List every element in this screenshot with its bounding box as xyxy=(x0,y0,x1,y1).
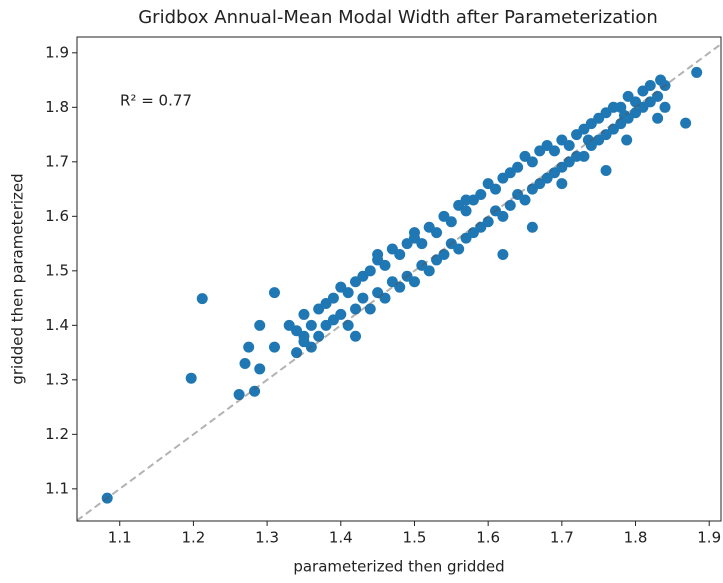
point xyxy=(652,90,664,102)
point xyxy=(526,156,538,168)
point xyxy=(556,178,568,190)
point xyxy=(652,112,664,124)
point xyxy=(453,243,465,255)
x-tick-label: 1.4 xyxy=(329,529,353,547)
point xyxy=(342,319,354,331)
chart-title: Gridbox Annual-Mean Modal Width after Pa… xyxy=(138,7,658,28)
point xyxy=(563,139,575,151)
x-tick-label: 1.6 xyxy=(476,529,500,547)
point xyxy=(680,117,692,129)
x-tick-label: 1.7 xyxy=(550,529,574,547)
y-tick-label: 1.1 xyxy=(45,479,69,497)
point xyxy=(504,199,516,211)
point xyxy=(254,319,266,331)
point xyxy=(548,145,560,157)
point xyxy=(394,248,406,260)
point xyxy=(659,80,671,92)
point xyxy=(482,216,494,228)
point xyxy=(460,205,472,217)
point xyxy=(327,292,339,304)
point xyxy=(431,227,443,239)
y-axis-label: gridded then parameterized xyxy=(9,173,27,384)
point xyxy=(243,341,255,353)
x-tick-label: 1.9 xyxy=(697,529,721,547)
x-tick-label: 1.5 xyxy=(403,529,427,547)
point xyxy=(350,330,362,342)
point xyxy=(497,210,509,222)
point xyxy=(239,357,251,369)
point xyxy=(379,292,391,304)
point xyxy=(313,330,325,342)
point xyxy=(526,221,538,233)
point xyxy=(394,281,406,293)
x-tick-label: 1.1 xyxy=(108,529,132,547)
point xyxy=(644,80,656,92)
x-axis-label: parameterized then gridded xyxy=(293,558,504,576)
point xyxy=(268,341,280,353)
x-tick-label: 1.8 xyxy=(624,529,648,547)
point xyxy=(578,150,590,162)
y-tick-label: 1.7 xyxy=(45,152,69,170)
point xyxy=(291,325,303,337)
point xyxy=(249,385,261,397)
point xyxy=(497,248,509,260)
point xyxy=(416,238,428,250)
point xyxy=(357,292,369,304)
point xyxy=(305,341,317,353)
point xyxy=(691,66,703,78)
plot-frame xyxy=(76,36,722,522)
point xyxy=(659,101,671,113)
point xyxy=(512,161,524,173)
point xyxy=(615,101,627,113)
point xyxy=(342,287,354,299)
y-tick-label: 1.5 xyxy=(45,261,69,279)
point xyxy=(291,347,303,359)
identity-line xyxy=(76,43,722,522)
point xyxy=(350,303,362,315)
point xyxy=(298,308,310,320)
point xyxy=(101,492,113,504)
y-tick-label: 1.4 xyxy=(45,316,69,334)
point xyxy=(335,308,347,320)
x-tick-label: 1.2 xyxy=(181,529,205,547)
point xyxy=(379,259,391,271)
point xyxy=(408,276,420,288)
point xyxy=(196,293,208,305)
point xyxy=(475,189,487,201)
point xyxy=(233,389,245,401)
point xyxy=(364,303,376,315)
point xyxy=(438,248,450,260)
point xyxy=(254,363,266,375)
point xyxy=(423,265,435,277)
point xyxy=(185,372,197,384)
point xyxy=(600,165,612,177)
y-tick-label: 1.2 xyxy=(45,425,69,443)
y-tick-label: 1.6 xyxy=(45,207,69,225)
point xyxy=(305,319,317,331)
y-tick-label: 1.8 xyxy=(45,98,69,116)
point xyxy=(364,265,376,277)
point xyxy=(268,287,280,299)
y-tick-label: 1.3 xyxy=(45,370,69,388)
point xyxy=(490,183,502,195)
point xyxy=(621,134,633,146)
x-tick-label: 1.3 xyxy=(255,529,279,547)
annotation: R² = 0.77 xyxy=(120,92,192,110)
y-tick-label: 1.9 xyxy=(45,43,69,61)
point xyxy=(445,216,457,228)
point xyxy=(519,194,531,206)
